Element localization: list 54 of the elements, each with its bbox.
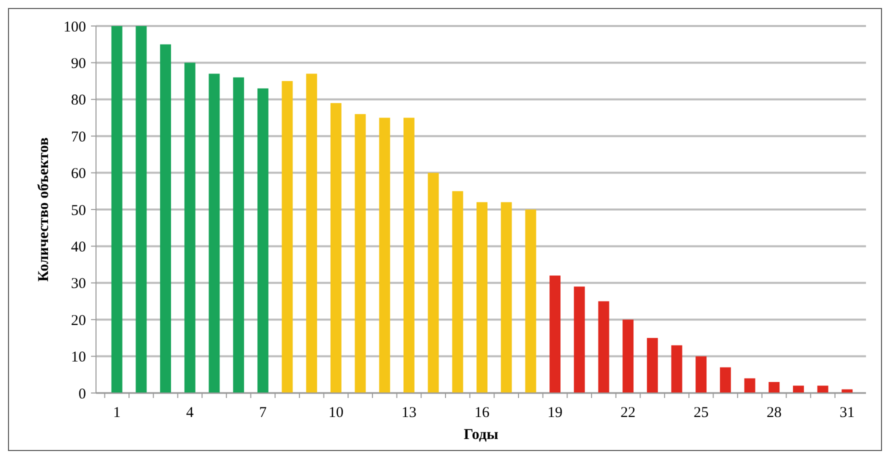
x-axis-title: Годы [464,427,499,443]
x-tick-label: 31 [840,405,855,421]
bar [452,191,464,393]
y-tick-label: 60 [71,166,86,182]
bar [282,81,293,393]
bar [646,338,658,393]
y-axis-title: Количество объектов [36,137,52,282]
x-tick-label: 10 [328,405,344,421]
y-tick-label: 100 [64,19,86,36]
x-tick-label: 25 [694,405,709,421]
bar [403,118,414,393]
x-tick-label: 7 [259,405,268,421]
y-tick-label: 90 [71,56,86,72]
bar [306,74,318,393]
y-tick-label: 10 [71,350,86,366]
bar [330,103,342,393]
x-tick-label: 16 [474,405,490,421]
x-tick-label: 1 [113,405,121,421]
bar [208,74,220,393]
bar [354,114,366,393]
bar [744,378,756,393]
y-tick-label: 30 [71,276,86,292]
y-tick-label: 70 [71,129,86,146]
bar [136,26,147,393]
x-tick-label: 4 [186,405,194,421]
bar [792,386,804,393]
y-tick-label: 40 [71,239,86,256]
x-tick-label: 13 [401,405,416,421]
y-tick-label: 80 [71,92,86,109]
bar [768,382,780,393]
bar [257,88,268,393]
bar [476,202,488,393]
bar [233,77,244,393]
bar [111,26,122,393]
bar [720,367,731,393]
bar [671,345,682,393]
x-tick-label: 28 [766,405,782,421]
bar [184,62,196,393]
bar [379,118,390,393]
bar [550,276,561,393]
bar [500,202,512,393]
bar [525,210,536,393]
bar [598,301,610,393]
bar [428,172,439,393]
bar [622,320,634,393]
y-tick-label: 50 [71,202,86,219]
x-tick-label: 22 [620,405,636,421]
bar [696,356,707,393]
x-tick-label: 19 [548,405,563,421]
bar [817,386,828,393]
bar [160,44,172,393]
y-tick-label: 20 [71,312,86,329]
y-tick-label: 0 [78,386,86,402]
bar [574,286,585,393]
